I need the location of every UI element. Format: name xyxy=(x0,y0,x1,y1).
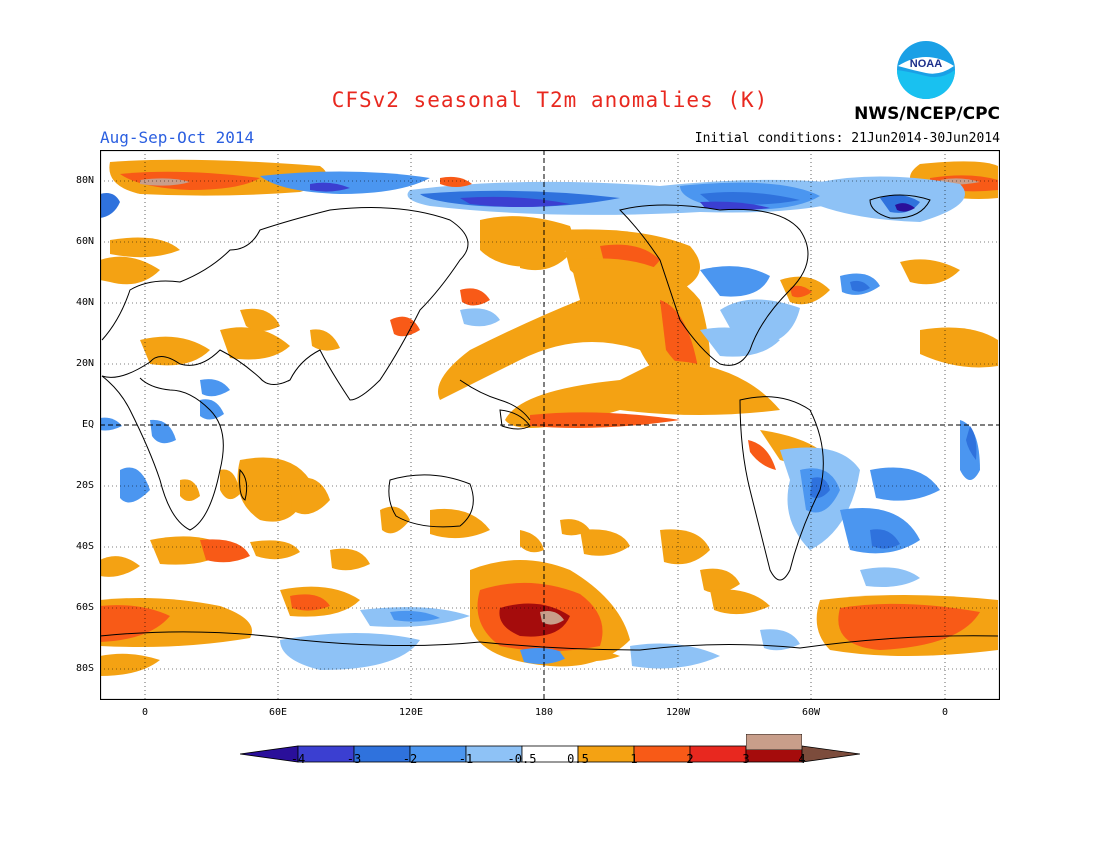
lon-label: 0 xyxy=(141,707,149,718)
colorbar-label: -1 xyxy=(458,752,474,766)
lat-label: 40N xyxy=(75,297,94,308)
svg-text:NOAA: NOAA xyxy=(910,58,942,70)
colorbar-label: 4 xyxy=(798,752,806,766)
lat-label: 80S xyxy=(75,663,94,674)
colorbar-label: -3 xyxy=(346,752,362,766)
lat-label: EQ xyxy=(81,419,94,430)
colorbar-arrow-high xyxy=(801,745,860,763)
colorbar xyxy=(240,745,860,763)
colorbar-label: 1 xyxy=(630,752,638,766)
lon-label: 120E xyxy=(398,707,424,718)
map-frame xyxy=(100,150,1000,700)
coastlines xyxy=(100,194,999,651)
lon-label: 60W xyxy=(801,707,821,718)
agency-label: NWS/NCEP/CPC xyxy=(854,104,1000,124)
colorbar-swatch-high xyxy=(746,734,802,750)
equator-and-dateline xyxy=(100,150,1000,700)
initial-conditions-label: Initial conditions: 21Jun2014-30Jun2014 xyxy=(694,131,1000,146)
season-label: Aug-Sep-Oct 2014 xyxy=(100,128,255,147)
colorbar-label: 0.5 xyxy=(567,752,589,766)
anomaly-map xyxy=(100,150,1000,700)
lat-label: 60S xyxy=(75,602,94,613)
noaa-logo: NOAA xyxy=(897,41,955,99)
lat-label: 60N xyxy=(75,236,94,247)
colorbar-label: -2 xyxy=(402,752,418,766)
colorbar-label: 3 xyxy=(742,752,750,766)
lat-label: 20S xyxy=(75,480,94,491)
colorbar-label: 2 xyxy=(686,752,694,766)
map-title: CFSv2 seasonal T2m anomalies (K) xyxy=(331,88,769,112)
lon-label: 0 xyxy=(941,707,949,718)
lon-label: 120W xyxy=(665,707,691,718)
colorbar-label: -0.5 xyxy=(507,752,537,766)
lon-label: 60E xyxy=(268,707,288,718)
colorbar-label: -4 xyxy=(290,752,306,766)
lat-label: 20N xyxy=(75,358,94,369)
lat-label: 80N xyxy=(75,175,94,186)
lon-label: 180 xyxy=(534,707,554,718)
lat-label: 40S xyxy=(75,541,94,552)
